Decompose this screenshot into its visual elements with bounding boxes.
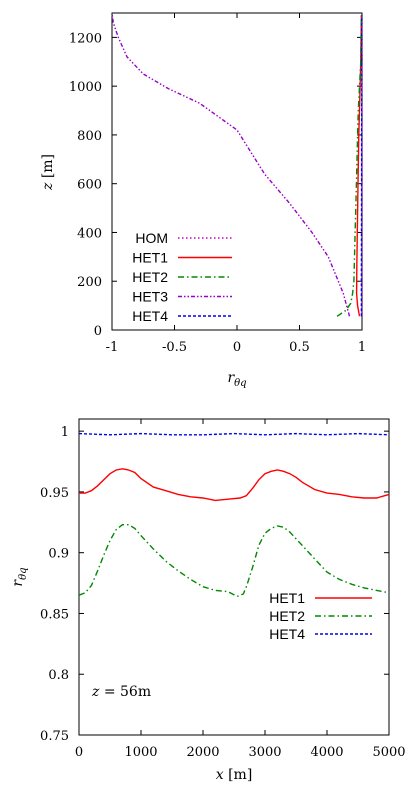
x-tick-label: 1 <box>358 340 366 355</box>
legend-label: HET1 <box>269 590 305 606</box>
y-tick-label: 0 <box>94 324 102 339</box>
legend-label: HET4 <box>269 626 305 642</box>
series-line-het4 <box>78 432 390 436</box>
y-tick-label: 0.95 <box>40 486 69 501</box>
x-tick-label: 1000 <box>124 745 157 760</box>
x-tick-label: 4000 <box>310 745 343 760</box>
legend-label: HET4 <box>132 308 168 324</box>
legend-label: HET1 <box>132 250 168 266</box>
y-tick-label: 0.75 <box>40 729 69 744</box>
series-line-het1 <box>79 468 390 502</box>
transect-chart-annotation: z = 56m <box>91 684 151 700</box>
transect-chart-ticks: 0 1000 2000 3000 4000 5000 0.75 0.8 0.85 0.9 0.95 1 <box>40 419 406 760</box>
y-tick-label: 400 <box>77 226 102 241</box>
y-tick-label: 0.85 <box>40 607 69 622</box>
series-line-het3 <box>111 12 351 317</box>
transect-chart-ylabel: rθq <box>10 567 29 586</box>
x-tick-label: 2000 <box>186 745 219 760</box>
x-tick-label: 0 <box>75 745 83 760</box>
transect-chart-series <box>78 432 390 598</box>
legend-label: HOM <box>135 230 168 246</box>
x-tick-label: 5000 <box>372 745 405 760</box>
series-line-het2 <box>336 15 363 317</box>
x-tick-label: -0.5 <box>162 340 187 355</box>
legend-label: HET2 <box>269 608 305 624</box>
profile-chart-ylabel: z [m] <box>40 154 56 191</box>
x-tick-label: 3000 <box>248 745 281 760</box>
profile-chart-series <box>111 12 363 317</box>
y-tick-label: 1000 <box>69 80 102 95</box>
profile-chart: -1 -0.5 0 0.5 1 0 200 400 600 800 1000 1200 HOM HET1… <box>40 12 366 389</box>
transect-chart: 0 1000 2000 3000 4000 5000 0.75 0.8 0.85 0.9 0.95 1… <box>10 418 406 783</box>
y-tick-label: 0.8 <box>48 668 69 683</box>
legend-label: HET3 <box>132 289 168 305</box>
y-tick-label: 1200 <box>69 31 102 46</box>
transect-chart-legend: HET1 HET2 HET4 <box>269 590 372 642</box>
transect-chart-frame <box>78 418 390 736</box>
y-tick-label: 1 <box>61 425 69 440</box>
series-line-het1 <box>355 15 363 317</box>
legend-label: HET2 <box>132 269 168 285</box>
y-tick-label: 600 <box>77 178 102 193</box>
series-line-het2 <box>78 524 390 598</box>
x-tick-label: 0 <box>233 340 241 355</box>
profile-chart-ticks: -1 -0.5 0 0.5 1 0 200 400 600 800 1000 1200 <box>69 13 366 355</box>
y-tick-label: 200 <box>77 275 102 290</box>
profile-chart-legend: HOM HET1 HET2 HET3 HET4 <box>132 230 232 324</box>
profile-chart-xlabel: rθq <box>227 370 246 389</box>
transect-chart-xlabel: x [m] <box>216 767 253 783</box>
x-tick-label: -1 <box>106 340 119 355</box>
x-tick-label: 0.5 <box>289 340 310 355</box>
y-tick-label: 800 <box>77 129 102 144</box>
y-tick-label: 0.9 <box>48 547 69 562</box>
